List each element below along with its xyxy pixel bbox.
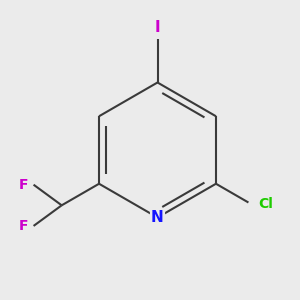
Text: N: N (151, 210, 164, 225)
Text: Cl: Cl (258, 197, 273, 212)
Text: I: I (155, 20, 160, 35)
Text: F: F (18, 219, 28, 233)
Text: F: F (18, 178, 28, 192)
